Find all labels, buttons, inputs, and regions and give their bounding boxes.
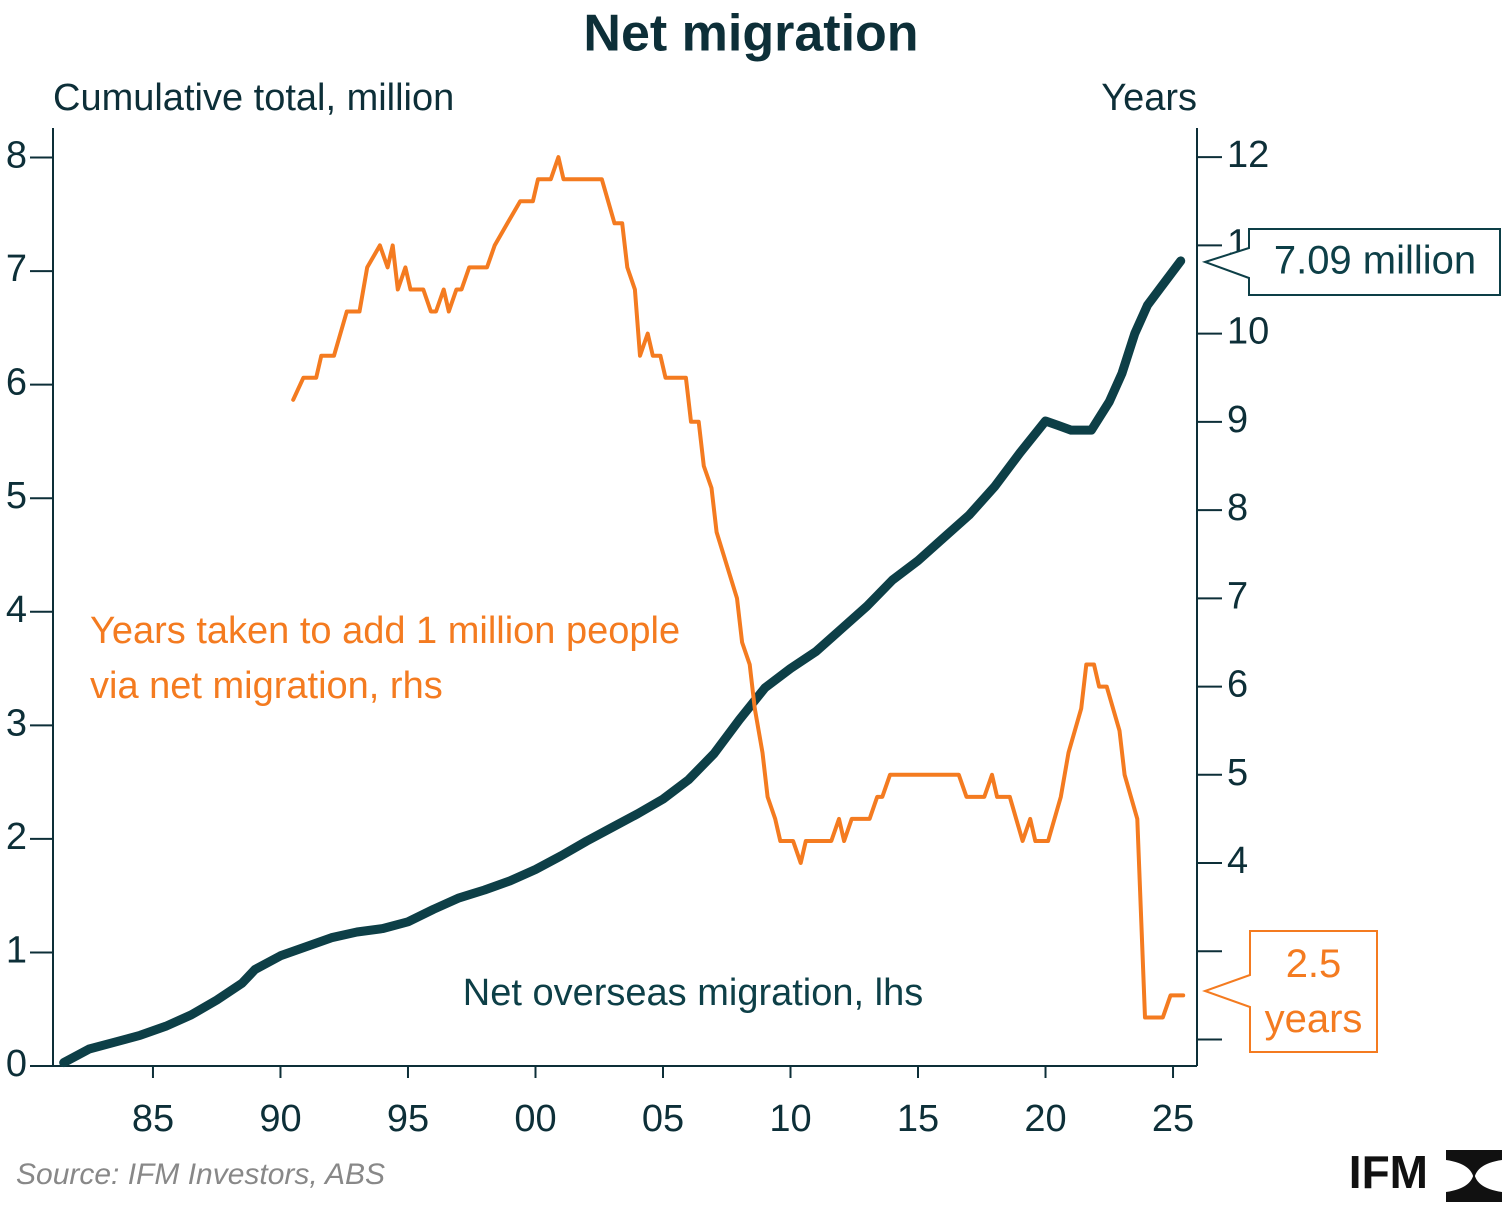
callout-box xyxy=(1202,930,1378,1053)
x-tick-label: 00 xyxy=(514,1098,556,1140)
y-axis-title: Cumulative total, million xyxy=(53,77,454,119)
series-label: Net overseas migration, lhs xyxy=(463,972,923,1014)
y2-tick-label: 7 xyxy=(1227,575,1248,617)
y-tick-label: 6 xyxy=(6,362,27,404)
source: Source: IFM Investors, ABS xyxy=(16,1158,385,1191)
y-tick-label: 5 xyxy=(6,475,27,517)
y2-tick-label: 9 xyxy=(1227,399,1248,441)
annotation: 7.09 million xyxy=(1274,239,1476,283)
x-tick-label: 15 xyxy=(897,1098,939,1140)
annotation: 2.5 years xyxy=(1264,942,1363,1041)
y-tick-label: 0 xyxy=(6,1043,27,1085)
series-line xyxy=(291,155,1186,1020)
x-tick-label: 85 xyxy=(132,1098,174,1140)
y2-tick-label: 12 xyxy=(1227,134,1269,176)
x-tick-label: 20 xyxy=(1024,1098,1066,1140)
annotation-text: 2.5 years xyxy=(1264,942,1363,1041)
y2-tick-label: 8 xyxy=(1227,487,1248,529)
y-tick-label: 2 xyxy=(6,816,27,858)
y-tick-label: 3 xyxy=(6,702,27,744)
series-label: Years taken to add 1 million people via … xyxy=(90,610,681,707)
x-tick-label: 90 xyxy=(259,1098,301,1140)
x-tick-label: 25 xyxy=(1152,1098,1194,1140)
series-line xyxy=(59,256,1186,1068)
y2-axis-title: Years xyxy=(1101,77,1197,119)
series-label-text: Years taken to add 1 million people via … xyxy=(90,610,681,707)
callout-box xyxy=(1201,228,1501,296)
x-tick-label: 10 xyxy=(769,1098,811,1140)
y-tick-label: 8 xyxy=(6,135,27,177)
chart-title: Net migration xyxy=(583,5,918,63)
y-tick-label: 7 xyxy=(6,248,27,290)
y2-tick-label: 5 xyxy=(1227,752,1248,794)
y2-tick-label: 10 xyxy=(1227,311,1269,353)
x-tick-label: 05 xyxy=(642,1098,684,1140)
y2-tick-label: 4 xyxy=(1227,840,1248,882)
y-tick-label: 4 xyxy=(6,589,27,631)
x-tick-label: 95 xyxy=(387,1098,429,1140)
y-tick-label: 1 xyxy=(6,929,27,971)
y2-tick-label: 6 xyxy=(1227,664,1248,706)
logo-icon xyxy=(1446,1150,1502,1202)
logo-text: IFM xyxy=(1349,1146,1428,1198)
